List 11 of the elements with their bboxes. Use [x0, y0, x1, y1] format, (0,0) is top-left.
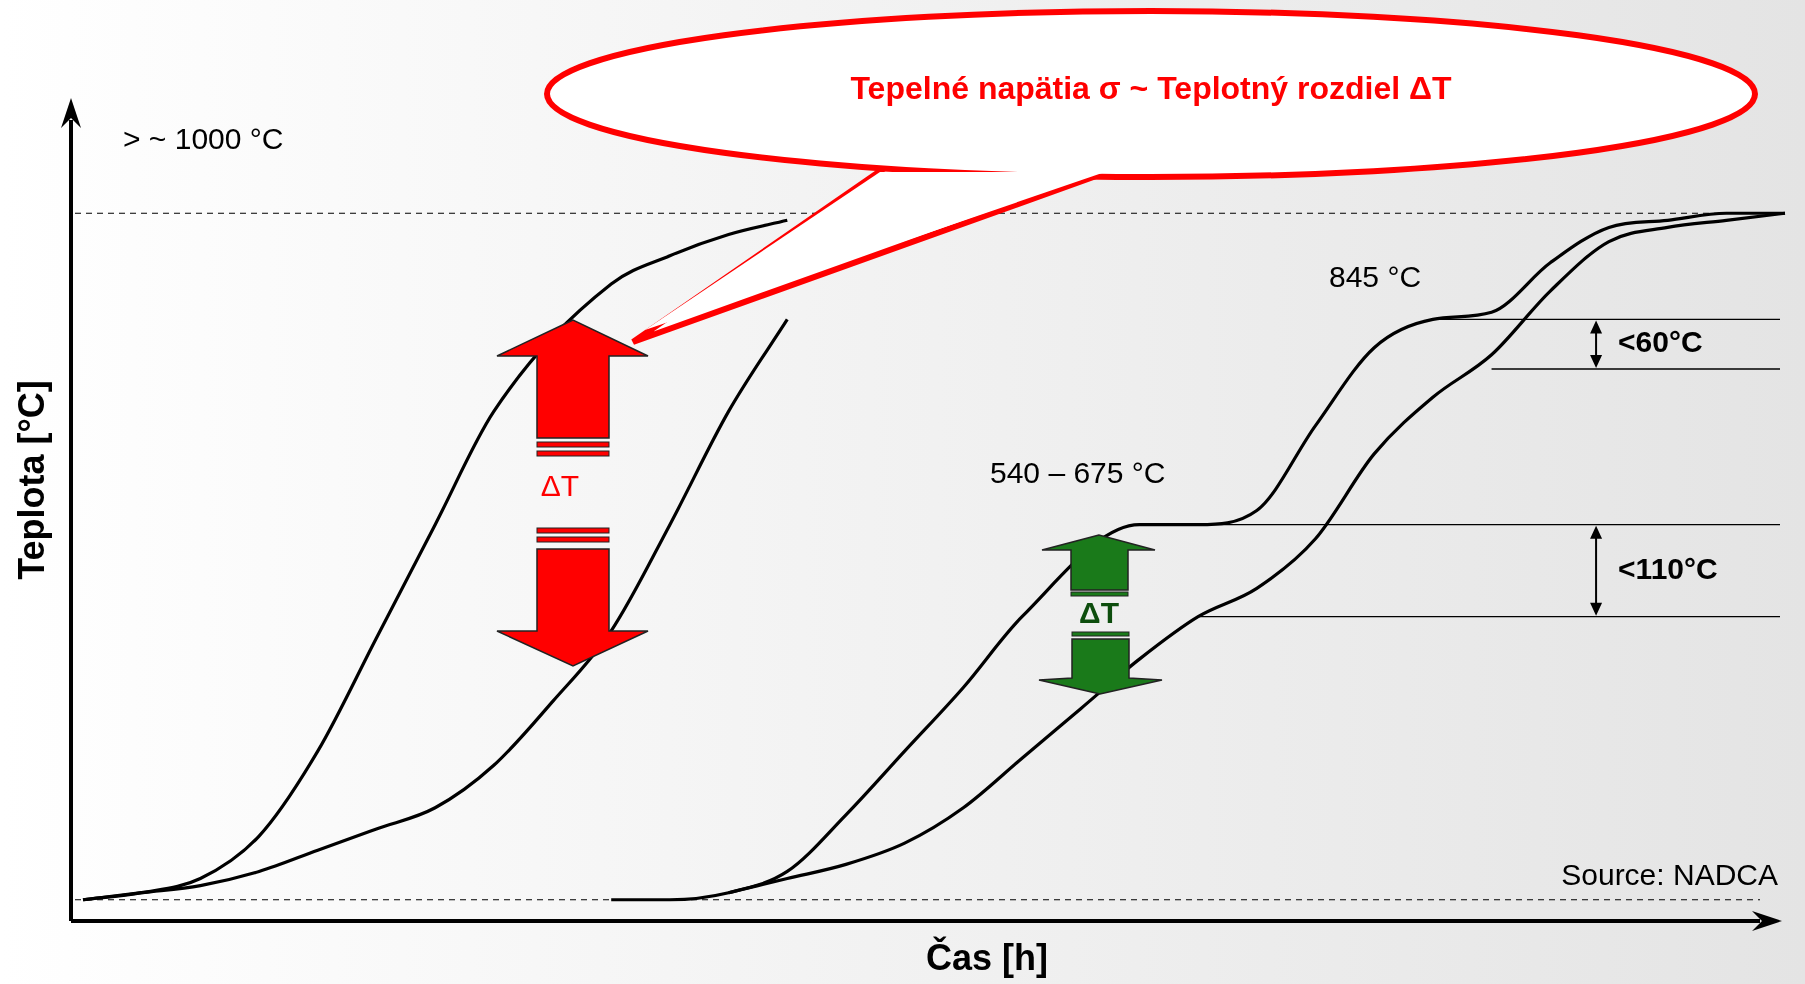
- y-axis-title: Teplota [°C]: [10, 380, 52, 580]
- annotation: 845 °C: [1329, 260, 1422, 294]
- annotation: Source: NADCA: [1561, 858, 1778, 892]
- ref-line-label: <110°C: [1618, 551, 1718, 585]
- annotation: ΔT: [1079, 596, 1119, 630]
- chart-title: Tepelné napätia σ ~ Teplotný rozdiel ΔT: [849, 70, 1453, 107]
- annotation: ΔT: [540, 469, 580, 503]
- annotation: 540 – 675 °C: [990, 456, 1166, 490]
- x-axis-title: Čas [h]: [925, 935, 1049, 978]
- ref-line-label: > ~ 1000 °C: [123, 121, 284, 155]
- legend-label: <60°C: [1618, 325, 1703, 359]
